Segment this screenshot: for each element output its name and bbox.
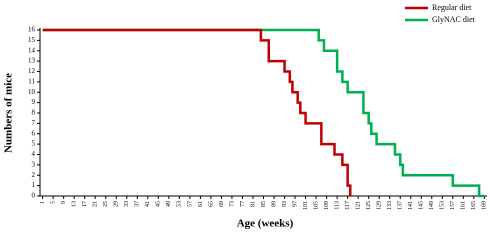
- x-tick-label: 141: [408, 201, 414, 210]
- y-axis-title: Numbers of mice: [3, 73, 15, 153]
- y-tick-label: 4: [32, 150, 36, 158]
- x-tick-label: 101: [303, 201, 309, 210]
- y-tick-label: 5: [32, 140, 36, 148]
- x-tick-label: 13: [72, 201, 78, 207]
- x-tick-label: 53: [177, 201, 183, 207]
- series-line: [42, 28, 352, 196]
- x-tick-label: 45: [156, 201, 162, 207]
- legend-label: GlyNAC diet: [432, 15, 476, 24]
- y-tick-label: 2: [32, 171, 36, 179]
- y-tick-label: 15: [28, 36, 36, 44]
- x-tick-label: 121: [356, 201, 362, 210]
- x-tick-label: 169: [482, 201, 488, 210]
- y-tick-label: 6: [32, 129, 36, 137]
- x-tick-label: 29: [114, 201, 120, 207]
- x-tick-label: 1: [40, 201, 46, 204]
- x-tick-label: 133: [387, 201, 393, 210]
- x-tick-label: 125: [366, 201, 372, 210]
- y-tick-label: 7: [32, 119, 36, 127]
- x-tick-label: 113: [334, 201, 340, 210]
- y-tick-label: 3: [32, 160, 36, 168]
- x-tick-label: 165: [471, 201, 477, 210]
- y-tick-label: 11: [28, 77, 35, 85]
- chart: Age (weeks) Numbers of mice 012345678910…: [3, 3, 488, 230]
- x-tick-label: 89: [271, 201, 277, 207]
- x-tick-label: 73: [229, 201, 235, 207]
- x-tick-label: 157: [450, 201, 456, 210]
- x-tick-label: 85: [261, 201, 267, 207]
- y-tick-label: 1: [32, 181, 36, 189]
- x-tick-label: 5: [51, 201, 57, 204]
- x-tick-label: 41: [145, 201, 151, 207]
- y-tick-label: 14: [28, 46, 36, 54]
- y-tick-label: 10: [28, 88, 36, 96]
- x-tick-label: 77: [240, 201, 246, 207]
- x-tick-label: 105: [313, 201, 319, 210]
- x-tick-label: 17: [82, 201, 88, 207]
- x-tick-label: 161: [461, 201, 467, 210]
- y-tick-label: 12: [28, 67, 36, 75]
- x-tick-label: 33: [124, 201, 130, 207]
- x-tick-label: 137: [398, 201, 404, 210]
- x-tick-label: 109: [324, 201, 330, 210]
- x-tick-label: 9: [61, 201, 67, 204]
- legend-label: Regular diet: [432, 3, 472, 12]
- x-tick-label: 65: [208, 201, 214, 207]
- y-tick-label: 8: [32, 109, 36, 117]
- x-tick-label: 21: [93, 201, 99, 207]
- x-tick-label: 61: [198, 201, 204, 207]
- x-tick-label: 145: [419, 201, 425, 210]
- x-tick-label: 93: [282, 201, 288, 207]
- x-tick-label: 97: [292, 201, 298, 207]
- x-tick-label: 153: [440, 201, 446, 210]
- x-tick-label: 49: [166, 201, 172, 207]
- x-tick-label: 117: [345, 201, 351, 210]
- y-tick-label: 13: [28, 57, 36, 65]
- x-tick-label: 149: [429, 201, 435, 210]
- x-tick-label: 25: [103, 201, 109, 207]
- x-axis-title: Age (weeks): [237, 218, 294, 230]
- y-tick-label: 9: [32, 98, 36, 106]
- x-tick-label: 37: [135, 201, 141, 207]
- y-tick-label: 0: [32, 192, 36, 200]
- x-tick-label: 129: [377, 201, 383, 210]
- y-tick-label: 16: [28, 26, 36, 34]
- x-tick-label: 69: [219, 201, 225, 207]
- x-tick-label: 81: [250, 201, 256, 207]
- series-line: [42, 28, 485, 198]
- x-tick-label: 57: [187, 201, 193, 207]
